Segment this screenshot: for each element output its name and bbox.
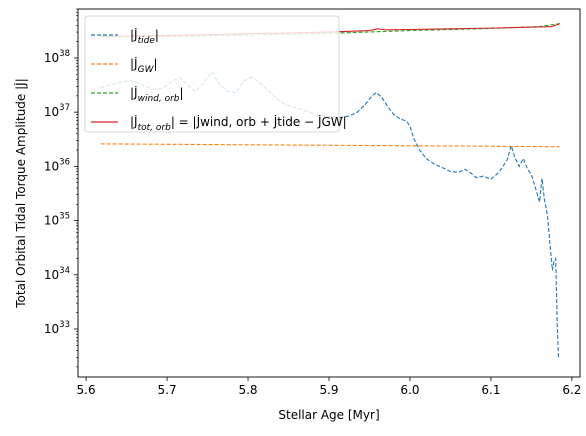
legend-entry-text: |J̇GW| [130,57,158,75]
x-tick-label: 5.9 [319,383,338,397]
y-tick-label: 1034 [44,266,70,282]
legend-entry-text: |J̇tot, orb| = |J̇wind, orb + J̇tide − J… [130,115,347,133]
legend-box [84,15,340,133]
x-tick-label: 6.1 [481,383,500,397]
y-tick-label: 1036 [44,157,70,173]
x-axis-label: Stellar Age [Myr] [278,408,379,422]
legend: |J̇tide| |J̇GW| |J̇wind, orb| |J̇tot, orb| … [84,15,347,133]
x-tick-label: 5.6 [77,383,96,397]
x-axis: 5.6 5.7 5.8 5.9 6.0 6.1 6.2 [77,377,581,397]
x-tick-label: 6.2 [562,383,581,397]
y-tick-label: 1038 [44,49,70,65]
legend-entry-text: |J̇tide| [130,28,159,46]
y-axis-label: Total Orbital Tidal Torque Amplitude |J̇… [14,78,28,309]
y-tick-label: 1037 [44,103,70,119]
series-line-1 [100,143,560,148]
legend-entry-text: |J̇wind, orb| [130,86,184,104]
x-tick-label: 6.0 [400,383,419,397]
x-tick-label: 5.7 [158,383,177,397]
y-tick-label: 1033 [44,320,70,336]
y-axis: 1033 1034 1035 1036 1037 1038 [44,8,78,368]
y-tick-label: 1035 [44,212,70,228]
x-tick-label: 5.8 [238,383,257,397]
